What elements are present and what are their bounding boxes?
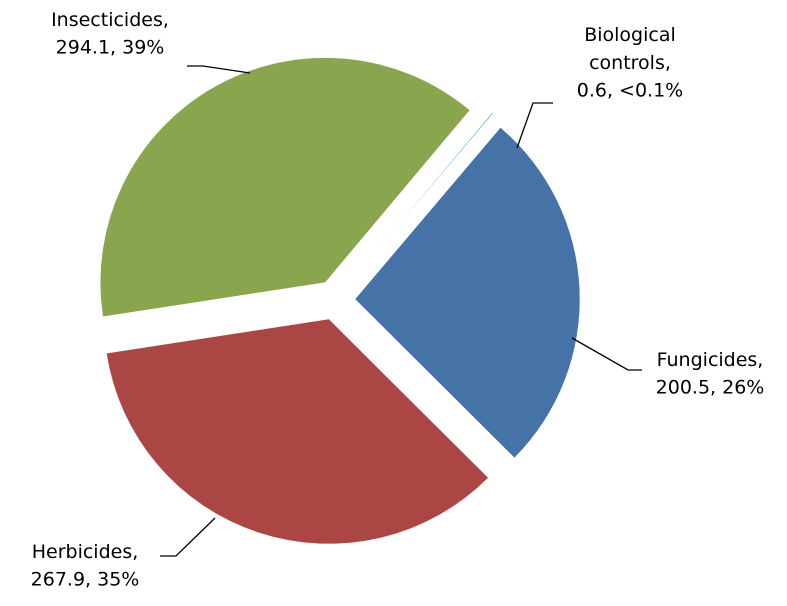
data-label-value: 267.9, 35% <box>31 569 140 591</box>
data-label-name: Biological controls, <box>584 24 676 74</box>
leader-line <box>160 517 216 557</box>
data-label-name: Fungicides, <box>657 349 764 371</box>
leader-line <box>187 65 251 74</box>
data-label-name: Herbicides, <box>32 541 139 563</box>
data-label-value: 0.6, <0.1% <box>577 80 684 102</box>
leader-line <box>571 337 642 371</box>
data-label-value: 294.1, 39% <box>56 37 165 59</box>
pie-slice <box>106 318 489 545</box>
pie-slice <box>354 127 581 459</box>
pie-slice <box>99 57 471 318</box>
data-label-value: 200.5, 26% <box>656 377 765 399</box>
data-label-name: Insecticides, <box>51 9 169 31</box>
leader-line <box>516 102 553 149</box>
pie-slice <box>347 111 494 285</box>
